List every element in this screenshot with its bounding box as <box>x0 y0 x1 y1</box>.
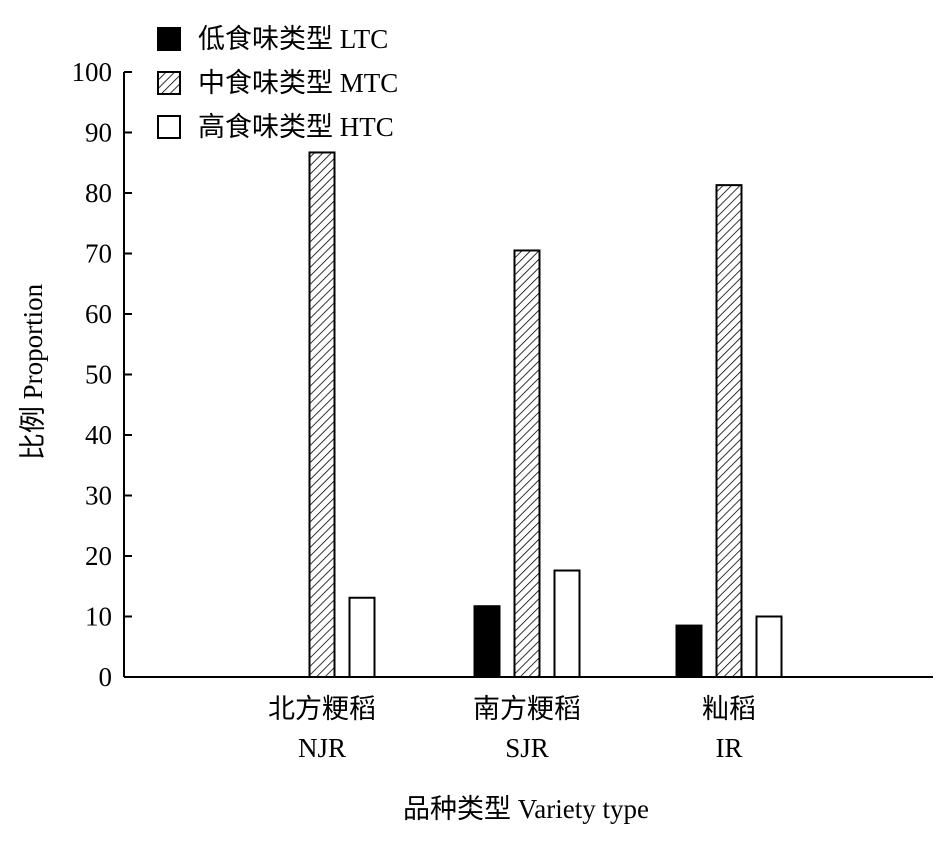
legend-label: 低食味类型 LTC <box>198 24 388 54</box>
legend-label: 中食味类型 MTC <box>198 68 398 98</box>
bar <box>513 249 541 678</box>
y-tick-label: 40 <box>85 420 112 450</box>
y-tick-label: 100 <box>72 57 113 87</box>
bar <box>553 569 581 679</box>
bar <box>473 605 501 679</box>
x-tick-label-zh: 籼稻 <box>702 694 756 724</box>
bar <box>755 615 783 678</box>
legend-swatch <box>157 27 181 51</box>
y-tick-label: 80 <box>85 178 112 208</box>
y-tick-label: 60 <box>85 299 112 329</box>
bar <box>348 596 376 678</box>
x-tick-label-zh: 南方粳稻 <box>473 694 581 724</box>
x-tick-label-en: SJR <box>505 733 549 763</box>
bars <box>308 151 783 679</box>
x-tick-label-zh: 北方粳稻 <box>268 694 376 724</box>
y-tick-label: 30 <box>85 481 112 511</box>
bar <box>675 624 703 679</box>
y-tick-label: 20 <box>85 541 112 571</box>
x-tick-labels: 北方粳稻 NJR 南方粳稻 SJR 籼稻 IR <box>268 694 756 763</box>
y-tick-label: 90 <box>85 118 112 148</box>
bar <box>308 151 336 678</box>
axes: 0 10 20 30 40 50 60 70 80 90 100 <box>72 57 933 692</box>
x-axis-title: 品种类型 Variety type <box>403 794 649 824</box>
x-tick-label-en: NJR <box>298 733 346 763</box>
legend: 低食味类型 LTC 中食味类型 MTC 高食味类型 HTC <box>157 24 398 142</box>
bar <box>715 184 743 678</box>
legend-swatch <box>157 115 181 139</box>
y-ticks: 0 10 20 30 40 50 60 70 80 90 100 <box>72 57 132 692</box>
x-tick-label-en: IR <box>716 733 743 763</box>
y-axis-title: 比例 Proportion <box>18 283 48 460</box>
legend-swatch <box>157 71 181 95</box>
y-tick-label: 50 <box>85 360 112 390</box>
legend-label: 高食味类型 HTC <box>198 112 394 142</box>
y-tick-label: 10 <box>85 602 112 632</box>
y-tick-label: 70 <box>85 239 112 269</box>
y-tick-label: 0 <box>99 662 113 692</box>
